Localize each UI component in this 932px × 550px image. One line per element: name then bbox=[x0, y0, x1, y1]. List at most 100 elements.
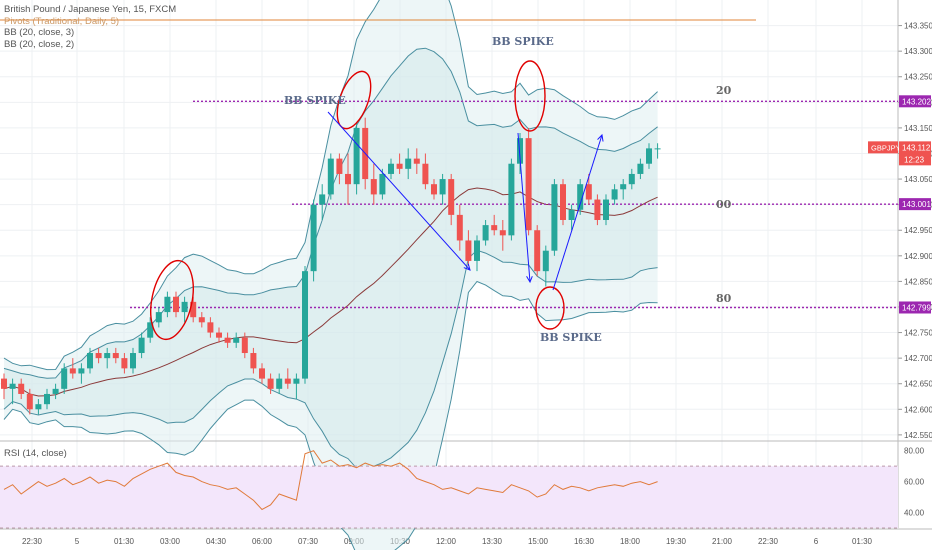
candle[interactable] bbox=[9, 383, 16, 389]
candle[interactable] bbox=[551, 184, 558, 251]
candle[interactable] bbox=[302, 271, 308, 379]
candle[interactable] bbox=[207, 322, 214, 333]
spike-circle bbox=[150, 259, 194, 341]
candle[interactable] bbox=[379, 173, 386, 195]
candle[interactable] bbox=[517, 138, 523, 164]
x-tick-label: 18:00 bbox=[620, 537, 641, 546]
candle[interactable] bbox=[26, 393, 33, 410]
candle[interactable] bbox=[646, 148, 652, 164]
candle[interactable] bbox=[276, 378, 283, 389]
spike-circle bbox=[336, 70, 372, 130]
y-tick-label: 142.550 bbox=[904, 431, 932, 440]
candle[interactable] bbox=[147, 322, 154, 338]
candle[interactable] bbox=[422, 163, 429, 185]
candle[interactable] bbox=[104, 353, 111, 359]
candle[interactable] bbox=[508, 163, 515, 236]
candle[interactable] bbox=[18, 383, 25, 394]
candle[interactable] bbox=[44, 393, 50, 405]
candle[interactable] bbox=[560, 184, 566, 220]
candle[interactable] bbox=[78, 368, 85, 374]
candle[interactable] bbox=[138, 337, 145, 354]
candle[interactable] bbox=[474, 240, 480, 261]
candle[interactable] bbox=[95, 353, 102, 359]
candle[interactable] bbox=[637, 163, 644, 174]
bb2-lower[interactable] bbox=[3, 249, 658, 470]
candle[interactable] bbox=[448, 179, 455, 215]
candle[interactable] bbox=[413, 158, 420, 164]
candle[interactable] bbox=[585, 184, 592, 200]
candle[interactable] bbox=[164, 296, 171, 313]
candle[interactable] bbox=[61, 368, 68, 389]
candle[interactable] bbox=[465, 240, 472, 261]
candle[interactable] bbox=[293, 378, 300, 384]
candle[interactable] bbox=[52, 388, 59, 394]
candle[interactable] bbox=[250, 353, 257, 369]
candle[interactable] bbox=[499, 230, 506, 236]
candle[interactable] bbox=[388, 163, 394, 174]
legend-bb3[interactable]: BB (20, close, 3) bbox=[4, 27, 75, 38]
x-tick-label: 22:30 bbox=[758, 537, 779, 546]
candle[interactable] bbox=[370, 179, 377, 195]
y-tick-label: 142.600 bbox=[904, 405, 932, 414]
candle[interactable] bbox=[594, 199, 601, 220]
candle[interactable] bbox=[224, 337, 231, 343]
level-80-label: 80 bbox=[716, 292, 732, 305]
price-tag-lower bbox=[899, 301, 931, 314]
candle[interactable] bbox=[310, 204, 317, 272]
y-tick-label: 142.900 bbox=[904, 252, 932, 261]
candle[interactable] bbox=[405, 158, 412, 169]
rsi-legend[interactable]: RSI (14, close) bbox=[4, 448, 67, 459]
candle[interactable] bbox=[267, 378, 274, 389]
candle[interactable] bbox=[233, 337, 240, 343]
legend-pivots[interactable]: Pivots (Traditional, Daily, 5) bbox=[4, 15, 120, 27]
candle[interactable] bbox=[456, 214, 463, 241]
candle[interactable] bbox=[241, 337, 248, 354]
level-00-label: 00 bbox=[716, 198, 732, 211]
candle[interactable] bbox=[35, 404, 42, 410]
candle[interactable] bbox=[259, 368, 265, 379]
candle[interactable] bbox=[1, 378, 7, 389]
trend-arrow bbox=[327, 111, 470, 270]
candle[interactable] bbox=[603, 199, 609, 220]
candle[interactable] bbox=[121, 358, 128, 369]
candle[interactable] bbox=[190, 301, 197, 318]
candle[interactable] bbox=[284, 378, 291, 384]
candle[interactable] bbox=[525, 138, 532, 231]
candle[interactable] bbox=[534, 230, 541, 272]
legend-bb2[interactable]: BB (20, close, 2) bbox=[4, 38, 75, 50]
candle[interactable] bbox=[216, 332, 222, 338]
rsi-line[interactable] bbox=[3, 450, 658, 511]
candle[interactable] bbox=[198, 317, 205, 323]
candle[interactable] bbox=[577, 184, 584, 210]
candle[interactable] bbox=[130, 353, 136, 369]
candle[interactable] bbox=[155, 312, 162, 323]
legend: British Pound / Japanese Yen, 15, FXCM P… bbox=[4, 4, 176, 50]
candle[interactable] bbox=[542, 250, 549, 272]
candle[interactable] bbox=[620, 184, 627, 190]
candle[interactable] bbox=[491, 225, 498, 231]
candle[interactable] bbox=[628, 173, 635, 185]
candle[interactable] bbox=[431, 184, 437, 195]
candle[interactable] bbox=[87, 353, 93, 369]
candle[interactable] bbox=[345, 173, 351, 185]
candle[interactable] bbox=[654, 148, 661, 150]
candle[interactable] bbox=[611, 189, 618, 200]
candle[interactable] bbox=[112, 353, 119, 359]
candle[interactable] bbox=[173, 296, 179, 313]
candle[interactable] bbox=[482, 225, 489, 241]
bb3-upper[interactable] bbox=[3, 0, 658, 371]
candle[interactable] bbox=[568, 209, 575, 220]
candle[interactable] bbox=[69, 368, 76, 374]
candle[interactable] bbox=[181, 301, 188, 313]
x-tick-label: 21:00 bbox=[712, 537, 733, 546]
candle[interactable] bbox=[353, 127, 360, 185]
spike-circle bbox=[514, 60, 546, 132]
candle[interactable] bbox=[439, 179, 446, 195]
candle[interactable] bbox=[396, 163, 403, 169]
legend-symbol[interactable]: British Pound / Japanese Yen, 15, FXCM bbox=[4, 4, 177, 15]
candle[interactable] bbox=[319, 194, 326, 205]
candle[interactable] bbox=[336, 158, 343, 174]
candle[interactable] bbox=[327, 158, 334, 195]
